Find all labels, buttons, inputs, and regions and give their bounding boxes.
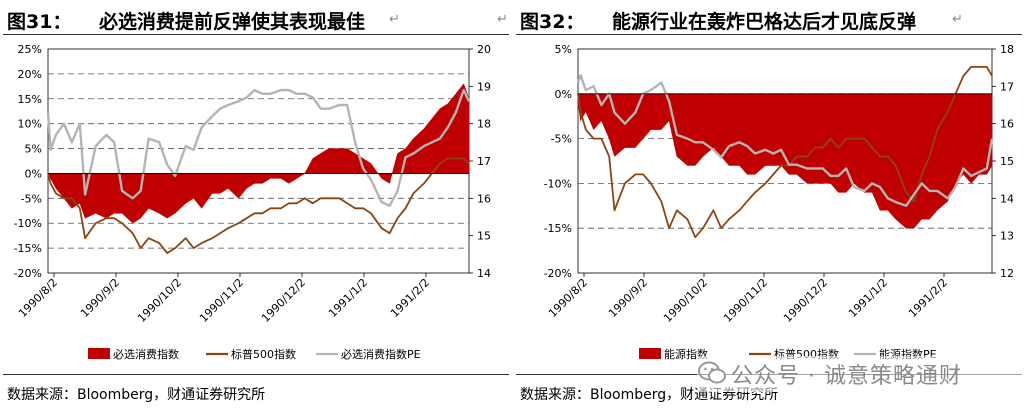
y-left-tick-label: -20% bbox=[544, 267, 572, 280]
y-left-tick-label: -5% bbox=[21, 192, 42, 205]
y-right-tick-label: 19 bbox=[477, 80, 491, 93]
y-right-tick-label: 15 bbox=[1000, 155, 1014, 168]
source-note-bar: 数据来源：Bloomberg，财通证券研究所 bbox=[3, 374, 509, 409]
y-right-tick-label: 15 bbox=[477, 230, 491, 243]
watermark-text: 公众号 · 诚意策略通财 bbox=[731, 364, 962, 389]
figure-title-bar: 图32： 能源行业在轰炸巴格达后才见底反弹 ↵ bbox=[516, 2, 1022, 35]
consumer-staples-chart: 25% 20% 15% 10% 5% 0% -5% -10% -15% -20% 20 19 18 17 1… bbox=[14, 43, 491, 361]
y-left-tick-label: 5% bbox=[555, 43, 572, 56]
y-right-tick-label: 16 bbox=[1000, 118, 1014, 131]
y-right-tick-label: 18 bbox=[1000, 43, 1014, 56]
y-left-tick-label: -5% bbox=[551, 133, 572, 146]
y-right-tick-label: 16 bbox=[477, 192, 491, 205]
paragraph-mark-icon: ↵ bbox=[389, 12, 400, 27]
source-note: 数据来源：Bloomberg，财通证券研究所 bbox=[7, 387, 266, 403]
y-left-tick-label: 0% bbox=[555, 88, 572, 101]
x-tick-label: 1990/9/2 bbox=[78, 276, 122, 320]
y-left-tick-label: -20% bbox=[14, 267, 42, 280]
x-tick-label: 1991/1/2 bbox=[846, 276, 890, 320]
y-left-tick-label: -15% bbox=[14, 242, 42, 255]
x-tick-label: 1990/10/2 bbox=[135, 276, 184, 325]
y-left-tick-label: 10% bbox=[18, 118, 42, 131]
y-left-tick-label: -10% bbox=[14, 217, 42, 230]
x-tick-label: 1991/2/2 bbox=[388, 276, 432, 320]
figure-number: 图32： bbox=[520, 11, 585, 33]
x-tick-label: 1990/11/2 bbox=[721, 276, 770, 325]
legend-label: 标普500指数 bbox=[231, 347, 296, 361]
index-line-series bbox=[577, 66, 993, 239]
pe-line-series bbox=[46, 88, 471, 207]
paragraph-mark-icon: ↵ bbox=[952, 12, 963, 27]
x-tick-label: 1990/9/2 bbox=[606, 276, 650, 320]
y-right-tick-label: 14 bbox=[477, 267, 491, 280]
paragraph-mark-icon: ↵ bbox=[497, 12, 508, 27]
left-figure-panel: 图31： 必选消费提前反弹使其表现最佳 ↵ ↵ 25% 20% 15% 10% 5% 0%… bbox=[3, 2, 509, 409]
y-left-tick-label: 25% bbox=[18, 43, 42, 56]
x-tick-label: 1991/2/2 bbox=[906, 276, 950, 320]
figure-number: 图31： bbox=[7, 11, 72, 33]
legend-label: 必选消费指数PE bbox=[341, 347, 421, 361]
y-right-tick-label: 13 bbox=[1000, 230, 1014, 243]
index-line-series bbox=[47, 157, 470, 254]
area-series bbox=[47, 83, 470, 224]
y-left-tick-label: 20% bbox=[18, 68, 42, 81]
figure-title: 必选消费提前反弹使其表现最佳 bbox=[99, 11, 366, 33]
x-tick-label: 1990/8/2 bbox=[16, 276, 60, 320]
y-right-tick-label: 12 bbox=[1000, 267, 1014, 280]
x-tick-label: 1990/12/2 bbox=[259, 276, 308, 325]
x-tick-label: 1991/1/2 bbox=[326, 276, 370, 320]
area-series bbox=[577, 93, 993, 229]
y-right-tick-label: 18 bbox=[477, 118, 491, 131]
right-figure-panel: 图32： 能源行业在轰炸巴格达后才见底反弹 ↵ 5% 0% -5% -10% -15% -… bbox=[513, 0, 1026, 414]
y-right-tick-label: 20 bbox=[477, 43, 491, 56]
energy-chart: 5% 0% -5% -10% -15% -20% 18 17 16 15 14 13 12 1990/8/… bbox=[544, 43, 1014, 361]
wechat-icon bbox=[698, 361, 726, 384]
y-left-tick-label: 0% bbox=[25, 167, 42, 180]
x-tick-label: 1990/11/2 bbox=[197, 276, 246, 325]
legend-swatch bbox=[88, 348, 110, 359]
y-right-tick-label: 14 bbox=[1000, 192, 1014, 205]
y-left-tick-label: 15% bbox=[18, 93, 42, 106]
x-tick-label: 1990/8/2 bbox=[546, 276, 590, 320]
legend-swatch bbox=[639, 348, 661, 359]
y-right-tick-label: 17 bbox=[477, 155, 491, 168]
pe-line-series bbox=[576, 73, 994, 207]
watermark: 公众号 · 诚意策略通财 bbox=[697, 356, 1026, 392]
y-left-tick-label: -15% bbox=[544, 222, 572, 235]
y-left-tick-label: -10% bbox=[544, 177, 572, 190]
y-left-tick-label: 5% bbox=[25, 143, 42, 156]
figure-title: 能源行业在轰炸巴格达后才见底反弹 bbox=[612, 11, 917, 33]
legend-label: 必选消费指数 bbox=[113, 347, 179, 361]
x-tick-label: 1990/10/2 bbox=[661, 276, 710, 325]
figure-title-bar: 图31： 必选消费提前反弹使其表现最佳 ↵ ↵ bbox=[3, 2, 509, 35]
x-tick-label: 1990/12/2 bbox=[781, 276, 830, 325]
y-right-tick-label: 17 bbox=[1000, 80, 1014, 93]
